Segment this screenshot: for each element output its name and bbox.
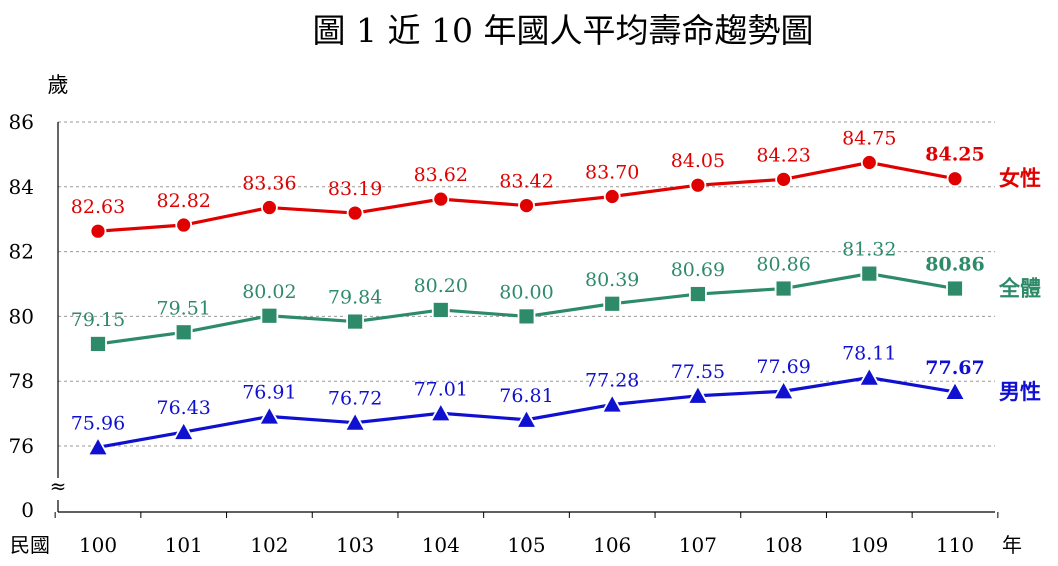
y-axis-label: 歲 bbox=[48, 73, 69, 97]
data-label: 77.69 bbox=[756, 356, 810, 378]
data-label: 83.70 bbox=[585, 162, 639, 184]
data-label: 84.05 bbox=[671, 150, 725, 172]
series-3: 75.96 76.43 76.91 76.72 77.01 76.81 77.28 77.55… bbox=[71, 343, 1041, 457]
x-tick-label: 101 bbox=[165, 533, 203, 557]
y-tick-label: 84 bbox=[9, 175, 34, 199]
data-label: 78.11 bbox=[842, 343, 896, 365]
data-label: 84.25 bbox=[925, 144, 985, 166]
series-1: 82.63 82.82 83.36 83.19 83.62 83.42 83.70 84.05… bbox=[71, 128, 1041, 240]
x-tick-label: 105 bbox=[507, 533, 545, 557]
data-label: 83.36 bbox=[242, 173, 296, 195]
data-point bbox=[260, 306, 279, 325]
data-point bbox=[346, 312, 365, 331]
data-point bbox=[429, 401, 453, 423]
data-point bbox=[946, 170, 964, 188]
x-tick-label: 104 bbox=[422, 533, 460, 557]
data-point bbox=[89, 335, 107, 353]
data-label: 83.19 bbox=[328, 178, 382, 200]
data-point bbox=[689, 176, 707, 194]
data-point bbox=[257, 404, 281, 426]
data-point bbox=[943, 380, 967, 401]
y-tick-label: 78 bbox=[9, 369, 34, 393]
y-tick-label-zero: 0 bbox=[21, 498, 34, 522]
data-point bbox=[89, 222, 107, 240]
data-label: 79.84 bbox=[328, 287, 382, 309]
x-tick-label: 100 bbox=[79, 533, 117, 557]
x-tick-label: 109 bbox=[850, 533, 888, 557]
data-point bbox=[689, 285, 707, 303]
axis-break-symbol: ≈ bbox=[50, 474, 67, 498]
data-point bbox=[174, 323, 193, 342]
data-point bbox=[775, 170, 792, 188]
data-label: 80.02 bbox=[242, 281, 296, 303]
data-point bbox=[946, 279, 964, 298]
x-axis-prefix: 民國 bbox=[10, 533, 50, 557]
data-point bbox=[774, 279, 793, 298]
data-point bbox=[431, 301, 450, 319]
x-tick-label: 107 bbox=[679, 533, 717, 557]
data-label: 79.15 bbox=[71, 309, 125, 331]
data-label: 79.51 bbox=[156, 297, 210, 319]
data-label: 76.43 bbox=[156, 397, 210, 419]
data-label: 77.67 bbox=[925, 357, 985, 379]
data-point bbox=[172, 420, 196, 441]
data-label: 82.63 bbox=[71, 196, 125, 218]
y-tick-label: 76 bbox=[9, 434, 34, 458]
x-tick-label: 110 bbox=[936, 533, 974, 557]
data-point bbox=[603, 188, 621, 205]
series-name-label: 全體 bbox=[998, 276, 1041, 301]
data-point bbox=[518, 197, 535, 214]
series-layer: 82.63 82.82 83.36 83.19 83.62 83.42 83.70 84.05… bbox=[71, 128, 1041, 457]
data-point bbox=[686, 383, 710, 405]
data-point bbox=[517, 307, 536, 326]
data-point bbox=[343, 410, 367, 432]
x-tick-label: 106 bbox=[593, 533, 631, 557]
y-tick-label: 86 bbox=[9, 110, 34, 134]
x-tick-label: 103 bbox=[336, 533, 374, 557]
data-point bbox=[860, 264, 879, 283]
data-label: 80.86 bbox=[756, 254, 810, 276]
data-point bbox=[772, 379, 796, 401]
x-tick-label: 102 bbox=[250, 533, 288, 557]
data-label: 77.55 bbox=[671, 361, 725, 383]
data-label: 80.00 bbox=[499, 281, 553, 303]
data-label: 80.20 bbox=[414, 275, 468, 297]
x-axis-suffix: 年 bbox=[1002, 533, 1022, 557]
data-label: 84.23 bbox=[756, 144, 810, 166]
y-tick-label: 80 bbox=[9, 304, 34, 328]
data-label: 77.28 bbox=[585, 370, 639, 392]
data-point bbox=[514, 407, 539, 429]
data-point bbox=[432, 190, 450, 208]
series-name-label: 男性 bbox=[999, 379, 1041, 404]
data-point bbox=[600, 392, 624, 414]
data-label: 75.96 bbox=[71, 412, 125, 434]
data-label: 76.91 bbox=[242, 382, 296, 404]
series-name-label: 女性 bbox=[999, 166, 1041, 191]
x-tick-label: 108 bbox=[765, 533, 803, 557]
series-2: 79.15 79.51 80.02 79.84 80.20 80.00 80.39 80.69… bbox=[71, 239, 1041, 353]
data-label: 80.69 bbox=[671, 259, 725, 281]
data-point bbox=[260, 199, 278, 216]
data-label: 76.81 bbox=[499, 385, 553, 407]
data-point bbox=[603, 294, 622, 313]
data-label: 83.42 bbox=[499, 171, 553, 193]
data-label: 80.86 bbox=[925, 254, 985, 276]
data-point bbox=[860, 154, 878, 171]
data-point bbox=[86, 435, 110, 457]
data-label: 83.62 bbox=[414, 164, 468, 186]
data-point bbox=[346, 204, 364, 222]
data-point bbox=[175, 216, 193, 234]
data-label: 84.75 bbox=[842, 128, 896, 150]
data-label: 81.32 bbox=[842, 239, 896, 261]
data-label: 82.82 bbox=[156, 190, 210, 212]
data-label: 80.39 bbox=[585, 269, 639, 291]
chart-title: 圖 1 近 10 年國人平均壽命趨勢圖 bbox=[313, 11, 814, 50]
data-label: 76.72 bbox=[328, 388, 382, 410]
axes: 76 78 80 82 84 86 100 101 102 103 104 105 106 107 108 1… bbox=[9, 110, 999, 557]
data-label: 77.01 bbox=[414, 378, 468, 400]
data-point bbox=[857, 365, 881, 387]
y-tick-label: 82 bbox=[9, 240, 34, 264]
